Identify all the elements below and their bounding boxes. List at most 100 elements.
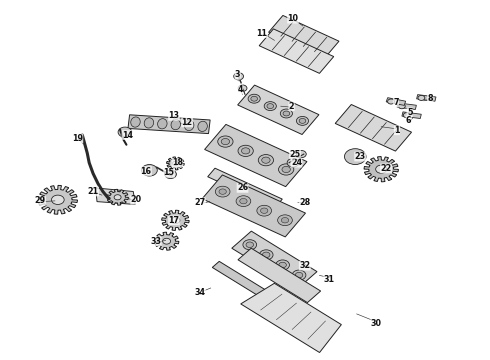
Circle shape	[118, 127, 132, 137]
Circle shape	[257, 205, 271, 216]
Circle shape	[398, 104, 405, 109]
Polygon shape	[238, 85, 319, 135]
Polygon shape	[38, 185, 77, 214]
Circle shape	[215, 186, 230, 197]
Circle shape	[142, 165, 157, 176]
Text: 6: 6	[406, 116, 412, 125]
Text: 10: 10	[288, 14, 298, 23]
Circle shape	[238, 85, 247, 91]
Circle shape	[219, 189, 226, 194]
Circle shape	[299, 118, 306, 123]
Circle shape	[296, 150, 306, 158]
Text: 21: 21	[88, 187, 98, 196]
Polygon shape	[128, 115, 210, 134]
Circle shape	[172, 161, 178, 166]
Polygon shape	[107, 189, 128, 205]
Text: 2: 2	[289, 102, 294, 111]
Text: 29: 29	[35, 197, 46, 205]
Ellipse shape	[198, 121, 207, 131]
Circle shape	[388, 99, 394, 104]
Circle shape	[242, 148, 250, 154]
Polygon shape	[154, 232, 179, 250]
Circle shape	[376, 165, 387, 173]
Text: 15: 15	[164, 168, 174, 177]
Polygon shape	[259, 29, 334, 73]
Polygon shape	[416, 95, 436, 101]
Polygon shape	[241, 283, 342, 352]
Text: 31: 31	[324, 275, 335, 284]
Circle shape	[281, 217, 289, 223]
Text: 33: 33	[150, 237, 161, 246]
Circle shape	[279, 262, 286, 268]
Circle shape	[259, 250, 273, 260]
Text: 18: 18	[172, 158, 183, 167]
Text: 12: 12	[182, 118, 193, 127]
Circle shape	[278, 215, 293, 226]
Circle shape	[280, 109, 293, 118]
Polygon shape	[335, 104, 412, 151]
Circle shape	[238, 145, 253, 157]
Text: 34: 34	[195, 288, 205, 297]
Text: 4: 4	[237, 85, 243, 94]
Circle shape	[276, 260, 290, 270]
Circle shape	[51, 195, 64, 204]
Text: 23: 23	[355, 152, 366, 161]
Circle shape	[296, 116, 309, 125]
Polygon shape	[167, 157, 184, 170]
Text: 7: 7	[393, 98, 399, 107]
Circle shape	[261, 208, 268, 213]
Circle shape	[234, 73, 244, 80]
Text: 13: 13	[169, 112, 179, 120]
Text: 24: 24	[291, 158, 302, 167]
Text: 32: 32	[299, 261, 310, 270]
Circle shape	[287, 158, 299, 167]
Text: 30: 30	[371, 319, 382, 328]
Text: 25: 25	[290, 150, 300, 159]
Text: 3: 3	[235, 71, 241, 80]
Circle shape	[248, 94, 260, 103]
Polygon shape	[202, 175, 305, 237]
Ellipse shape	[184, 120, 194, 131]
Circle shape	[171, 217, 180, 224]
Circle shape	[243, 240, 257, 250]
Text: 22: 22	[381, 164, 392, 173]
Text: 17: 17	[169, 216, 179, 225]
Circle shape	[262, 157, 270, 163]
Circle shape	[418, 95, 425, 100]
Circle shape	[267, 104, 273, 109]
Circle shape	[258, 154, 273, 166]
Circle shape	[114, 195, 121, 200]
Circle shape	[278, 164, 294, 175]
Circle shape	[282, 166, 291, 172]
Text: 26: 26	[237, 184, 248, 193]
Polygon shape	[238, 248, 320, 303]
Circle shape	[283, 111, 290, 116]
Polygon shape	[402, 112, 421, 118]
Circle shape	[163, 238, 171, 244]
Polygon shape	[96, 188, 135, 204]
Text: 1: 1	[394, 126, 400, 135]
Polygon shape	[269, 15, 339, 58]
Text: 14: 14	[122, 131, 133, 140]
Polygon shape	[397, 103, 416, 109]
Circle shape	[221, 139, 230, 145]
Circle shape	[264, 102, 276, 111]
Polygon shape	[364, 157, 398, 182]
Circle shape	[295, 272, 303, 278]
Text: 28: 28	[299, 198, 310, 207]
Circle shape	[251, 96, 258, 101]
Circle shape	[403, 113, 410, 118]
Circle shape	[344, 149, 366, 165]
Polygon shape	[232, 231, 317, 289]
Circle shape	[218, 136, 233, 147]
Text: 5: 5	[407, 108, 413, 117]
Text: 27: 27	[195, 198, 205, 207]
Text: 8: 8	[427, 94, 433, 103]
Circle shape	[236, 196, 251, 207]
Ellipse shape	[131, 117, 140, 127]
Circle shape	[165, 170, 176, 179]
Circle shape	[292, 270, 306, 280]
Ellipse shape	[144, 118, 154, 128]
Text: 11: 11	[257, 29, 268, 38]
Circle shape	[240, 198, 247, 204]
